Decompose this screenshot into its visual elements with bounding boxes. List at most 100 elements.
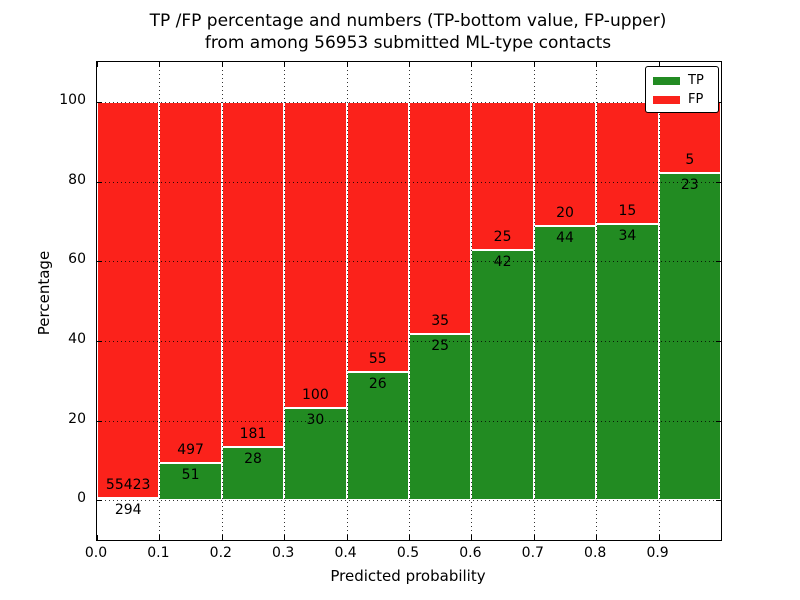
legend-entry: TP <box>646 71 718 90</box>
y-tick <box>716 420 721 422</box>
legend-swatch-fp <box>653 95 680 104</box>
gridline-vertical <box>596 62 598 540</box>
x-axis-label: Predicted probability <box>330 567 486 585</box>
bar-value-label-tp: 34 <box>618 227 637 244</box>
bar-value-label-fp: 5 <box>685 151 695 168</box>
gridline-vertical <box>346 62 348 540</box>
y-tick-label: 100 <box>59 91 86 108</box>
x-tick <box>471 62 473 67</box>
x-tick-label: 0.2 <box>209 545 232 561</box>
legend-label: FP <box>688 92 704 107</box>
x-tick <box>346 535 348 540</box>
x-tick <box>658 535 660 540</box>
x-tick <box>97 535 98 540</box>
y-tick-label: 20 <box>68 410 86 427</box>
y-tick-label: 40 <box>68 330 86 347</box>
y-tick <box>97 420 102 422</box>
x-tick <box>596 62 598 67</box>
legend: TP FP <box>645 66 719 113</box>
bar-segment-fp <box>658 101 721 173</box>
bar-value-label-tp: 30 <box>306 412 325 429</box>
x-tick-label: 0.5 <box>396 545 420 561</box>
bar-value-label-fp: 15 <box>618 202 637 219</box>
x-tick-label: 0.3 <box>272 545 295 561</box>
x-tick-label: 0.8 <box>584 545 607 561</box>
bar-segment-fp <box>97 101 160 499</box>
x-tick <box>409 535 410 540</box>
legend-swatch-tp <box>653 76 680 85</box>
x-tick <box>221 535 223 540</box>
bar-segment-fp <box>221 101 285 447</box>
bar-value-label-fp: 25 <box>493 229 512 246</box>
bar-segment-tp <box>533 226 597 501</box>
bar-value-label-fp: 100 <box>302 387 329 404</box>
x-tick <box>284 535 286 540</box>
bar-value-label-tp: 51 <box>181 467 200 484</box>
chart-title-line2: from among 56953 submitted ML-type conta… <box>204 33 612 53</box>
x-tick <box>596 535 598 540</box>
x-tick-label: 0.1 <box>147 545 170 561</box>
chart-title: TP /FP percentage and numbers (TP-bottom… <box>96 10 720 54</box>
bar-segment-fp <box>284 101 347 409</box>
bar-segment-tp <box>284 408 347 501</box>
bar-segment-tp <box>409 334 472 501</box>
bar-segment-tp <box>97 498 160 501</box>
y-tick <box>97 500 102 502</box>
bar-value-label-fp: 497 <box>177 442 204 459</box>
y-tick <box>716 500 721 502</box>
x-tick <box>284 62 286 67</box>
bar-segment-tp <box>346 372 409 501</box>
x-tick-label: 0.0 <box>84 545 108 561</box>
x-tick-label: 0.4 <box>334 545 357 561</box>
x-tick <box>471 535 473 540</box>
legend-label: TP <box>688 73 704 88</box>
y-tick-label: 80 <box>68 171 86 188</box>
gridline-vertical <box>221 62 223 540</box>
bar-value-label-tp: 25 <box>431 338 450 355</box>
y-tick-label: 60 <box>68 251 86 268</box>
bar-value-label-tp: 294 <box>114 502 142 519</box>
bar-value-label-fp: 55423 <box>105 477 151 494</box>
gridline-vertical <box>471 62 473 540</box>
y-tick <box>716 261 721 263</box>
x-tick <box>97 62 98 67</box>
bar-segment-tp <box>159 463 222 501</box>
bar-segment-fp <box>409 101 472 335</box>
x-tick-label: 0.6 <box>459 545 482 561</box>
x-tick <box>221 62 223 67</box>
x-tick <box>409 62 410 67</box>
bar-segment-fp <box>596 101 659 224</box>
gridline-vertical <box>658 62 660 540</box>
x-tick-label: 0.7 <box>521 545 544 561</box>
bar-value-label-tp: 23 <box>680 176 699 193</box>
x-tick <box>346 62 348 67</box>
bar-value-label-fp: 55 <box>368 351 387 368</box>
gridline-vertical <box>533 62 535 540</box>
chart-title-line1: TP /FP percentage and numbers (TP-bottom… <box>149 11 667 31</box>
bar-segment-tp <box>596 223 659 501</box>
x-tick <box>159 535 161 540</box>
gridline-vertical <box>409 62 410 540</box>
x-tick <box>533 535 535 540</box>
legend-entry: FP <box>646 90 718 109</box>
plot-area: 55423 294 497 51 181 28 100 30 55 26 35 25 25 42 20 44 1… <box>96 61 722 541</box>
bar-segment-fp <box>159 101 222 464</box>
bar-segment-fp <box>471 101 534 251</box>
bar-value-label-tp: 28 <box>244 450 262 467</box>
y-tick-label: 0 <box>77 490 86 507</box>
y-tick <box>716 181 721 183</box>
bar-segment-tp <box>471 250 534 501</box>
x-tick <box>533 62 535 67</box>
y-tick <box>716 340 721 342</box>
bar-value-label-tp: 44 <box>556 230 574 247</box>
x-tick <box>658 62 660 67</box>
y-tick <box>97 261 102 263</box>
bar-segment-fp <box>346 101 409 373</box>
bar-value-label-tp: 26 <box>368 376 387 393</box>
x-tick-label: 0.9 <box>646 545 669 561</box>
bar-value-label-fp: 181 <box>239 425 267 442</box>
x-tick <box>159 62 161 67</box>
bar-value-label-tp: 42 <box>493 254 512 271</box>
y-tick <box>97 181 102 183</box>
